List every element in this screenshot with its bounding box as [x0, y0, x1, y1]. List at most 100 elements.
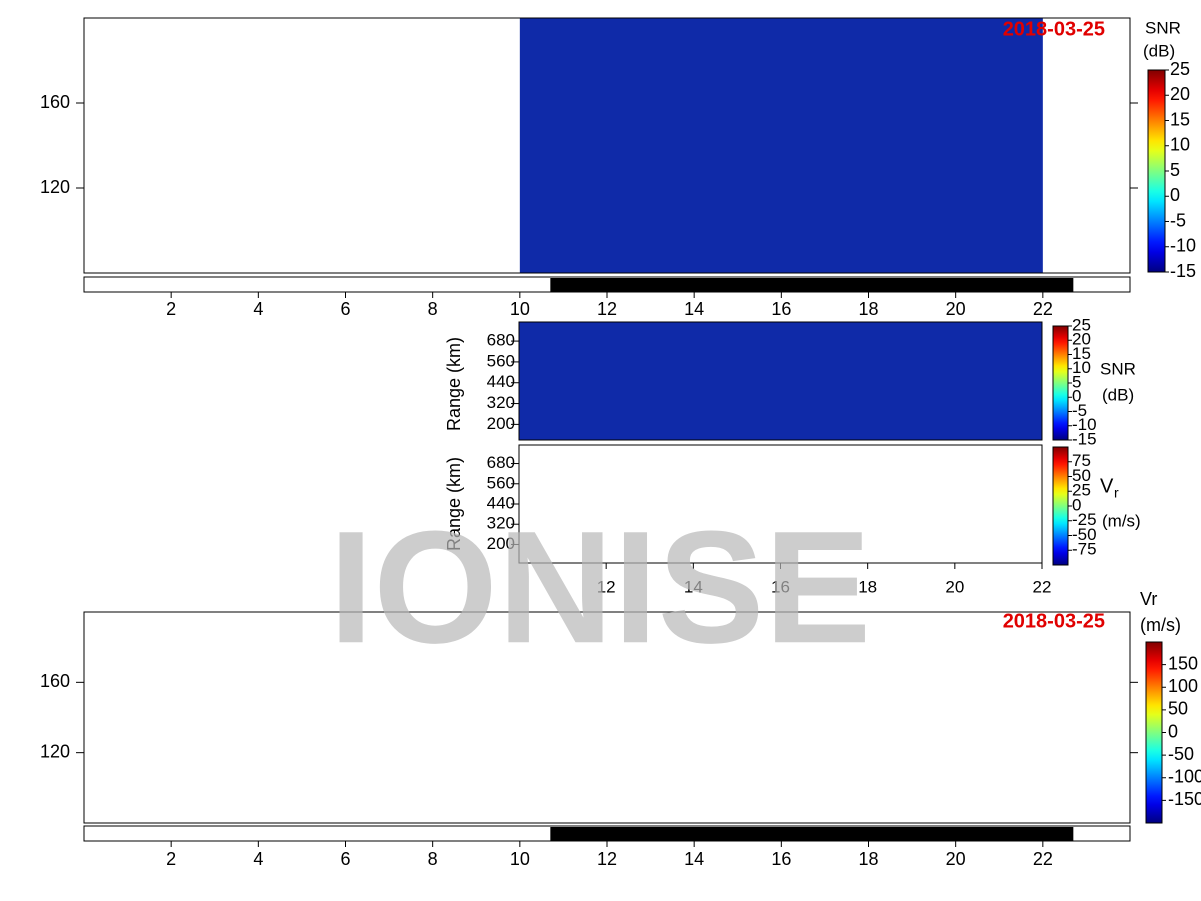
colorbar-tick-label: 100: [1168, 676, 1198, 696]
x-tick-label: 4: [253, 299, 263, 319]
x-tick-label: 22: [1033, 849, 1053, 869]
x-tick-label: 10: [510, 849, 530, 869]
colorbar-tick-label: -15: [1170, 261, 1196, 281]
panel: 120 160 2 4 6 8 10 12 14 16 18 20 22 2018-03-25 150 100…: [40, 589, 1201, 869]
colorbar-tick-label: -50: [1168, 744, 1194, 764]
x-tick-label: 12: [597, 299, 617, 319]
y-tick-label: 440: [487, 493, 515, 512]
colorbar-tick-label: 15: [1072, 344, 1091, 363]
y-axis-label: Range (km): [444, 457, 464, 551]
colorbar: [1145, 641, 1163, 824]
colorbar-tick-label: 5: [1072, 372, 1081, 391]
x-tick-label: 8: [428, 849, 438, 869]
colorbar-label: Vr: [1140, 589, 1157, 609]
x-tick-label: 16: [771, 849, 791, 869]
colorbar-tick-label: -15: [1072, 429, 1097, 448]
y-tick-label: 120: [40, 177, 70, 197]
colorbar-tick-label: 25: [1072, 315, 1091, 334]
colorbar-tick-label: 25: [1170, 59, 1190, 79]
data-coverage: [519, 18, 1043, 273]
colorbar-tick-label: -150: [1168, 789, 1201, 809]
x-tick-label: 14: [684, 577, 703, 596]
colorbar-tick-label: -10: [1170, 236, 1196, 256]
x-tick-label: 14: [684, 849, 704, 869]
colorbar-label: SNR: [1100, 359, 1136, 378]
colorbar-tick-label: 50: [1072, 466, 1091, 485]
colorbar-tick-label: 0: [1170, 185, 1180, 205]
x-tick-label: 20: [946, 299, 966, 319]
colorbar-tick-label: 75: [1072, 451, 1091, 470]
date-title: 2018-03-25: [1003, 18, 1105, 40]
colorbar-label: SNR: [1145, 18, 1181, 37]
x-tick-label: 22: [1033, 577, 1052, 596]
colorbar-tick-label: 20: [1170, 84, 1190, 104]
y-tick-label: 560: [487, 473, 515, 492]
colorbar-tick-label: 150: [1168, 653, 1198, 673]
colorbar-tick-label: 25: [1072, 481, 1091, 500]
data-coverage: [519, 445, 1042, 563]
x-tick-label: 10: [510, 299, 530, 319]
y-tick-label: 320: [487, 393, 515, 412]
colorbar-tick-label: 10: [1170, 135, 1190, 155]
colorbar-tick-label: 10: [1072, 358, 1091, 377]
x-tick-label: 2: [166, 299, 176, 319]
colorbar-label: (dB): [1102, 385, 1134, 404]
night-bar: [550, 827, 1074, 841]
colorbar-tick-label: 15: [1170, 109, 1190, 129]
x-tick-label: 12: [597, 577, 616, 596]
panel: 120 160 2 4 6 8 10 12 14 16 18 20 22 2018-03-25 25 20 15…: [40, 17, 1196, 319]
y-tick-label: 440: [487, 372, 515, 391]
watermark: IONISE: [329, 497, 871, 676]
colorbar-label: (m/s): [1102, 511, 1141, 530]
colorbar-tick-label: 5: [1170, 160, 1180, 180]
plot-frame: [83, 611, 1131, 824]
colorbar-tick-label: -10: [1072, 415, 1097, 434]
colorbar-tick-label: 0: [1072, 387, 1081, 406]
x-tick-label: 20: [945, 577, 964, 596]
x-tick-label: 4: [253, 849, 263, 869]
colorbar-tick-label: 50: [1168, 699, 1188, 719]
y-tick-label: 200: [487, 414, 515, 433]
data-coverage: [519, 322, 1042, 440]
colorbar-tick-label: -5: [1170, 210, 1186, 230]
colorbar-label: (m/s): [1140, 615, 1181, 635]
colorbar-tick-label: 20: [1072, 330, 1091, 349]
colorbar-label: (dB): [1143, 41, 1175, 60]
colorbar: [1147, 69, 1166, 273]
night-bar: [550, 278, 1074, 292]
colorbar-tick-label: -5: [1072, 401, 1087, 420]
data-coverage: [519, 612, 1043, 823]
x-tick-label: 6: [340, 849, 350, 869]
y-tick-label: 560: [487, 351, 515, 370]
x-tick-label: 22: [1033, 299, 1053, 319]
x-tick-label: 2: [166, 849, 176, 869]
y-tick-label: 160: [40, 671, 70, 691]
y-tick-label: 120: [40, 741, 70, 761]
x-tick-label: 18: [858, 577, 877, 596]
colorbar: [1052, 325, 1069, 441]
x-tick-label: 14: [684, 299, 704, 319]
y-tick-label: 160: [40, 92, 70, 112]
colorbar: [1052, 446, 1069, 566]
colorbar-label: r: [1114, 485, 1119, 501]
y-tick-label: 680: [487, 453, 515, 472]
x-tick-label: 18: [858, 849, 878, 869]
colorbar-tick-label: 0: [1072, 495, 1081, 514]
colorbar-tick-label: -75: [1072, 540, 1097, 559]
x-tick-label: 20: [946, 849, 966, 869]
colorbar-tick-label: -25: [1072, 510, 1097, 529]
colorbar-tick-label: -50: [1072, 525, 1097, 544]
colorbar-label: V: [1100, 475, 1114, 497]
plot-frame: [518, 321, 1043, 441]
x-tick-label: 16: [771, 299, 791, 319]
date-title: 2018-03-25: [1003, 610, 1105, 632]
plot-frame: [83, 17, 1131, 274]
y-tick-label: 320: [487, 514, 515, 533]
colorbar-tick-label: -100: [1168, 767, 1201, 787]
x-tick-label: 12: [597, 849, 617, 869]
y-axis-label: Range (km): [444, 337, 464, 431]
